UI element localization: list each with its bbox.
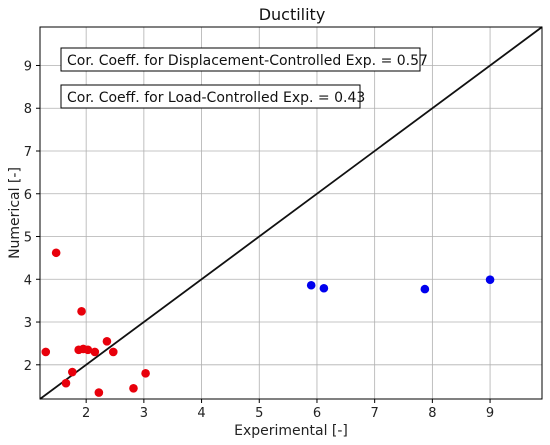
red-data-point [108,347,118,357]
red-data-point [90,347,100,357]
annotation-box [60,84,361,109]
red-data-point [83,345,93,355]
y-tick-label: 4 [24,273,32,288]
reference-line [39,26,543,400]
red-data-point [77,307,86,316]
y-tick-label: 5 [24,231,32,246]
red-data-point [129,384,138,393]
y-tick-label: 3 [24,316,32,331]
x-tick-label: 2 [82,406,90,421]
grid [40,27,542,399]
annotation-box [60,47,421,72]
x-tick-label: 3 [140,406,148,421]
blue-data-point [420,284,430,294]
y-tick-label: 8 [24,102,32,117]
x-tick-label: 4 [197,406,205,421]
annotation-text-displacement: Cor. Coeff. for Displacement-Controlled … [67,53,428,69]
y-axis-label: Numerical [-] [7,167,23,259]
plot-frame [39,26,543,400]
y-tick-label: 2 [24,359,32,374]
x-tick-label: 8 [428,406,436,421]
tick-labels: 2 3 4 5 6 7 8 9 2 3 4 5 6 7 8 9 [24,59,494,421]
annotation-text-load: Cor. Coeff. for Load-Controlled Exp. = 0… [67,90,365,106]
y-tick-label: 7 [24,145,32,160]
x-tick-label: 5 [255,406,263,421]
blue-data-point [485,275,495,285]
annotation-load: Cor. Coeff. for Load-Controlled Exp. = 0… [60,84,365,109]
blue-data-point [306,280,316,290]
red-data-point [68,367,77,377]
x-tick-label: 6 [313,406,321,421]
red-data-point [94,388,104,397]
annotation-displacement: Cor. Coeff. for Displacement-Controlled … [60,47,428,72]
red-data-point [102,336,112,346]
red-data-point [141,369,150,378]
red-data-point [51,248,61,258]
red-data-point [61,378,71,388]
chart-title: Ductility [259,5,326,24]
blue-data-point [319,283,329,293]
data-points [41,248,495,397]
red-data-point [41,347,51,357]
y-tick-label: 6 [24,188,32,203]
y-tick-label: 9 [24,59,32,74]
x-tick-label: 9 [486,406,494,421]
x-tick-label: 7 [371,406,379,421]
x-axis-label: Experimental [-] [234,423,348,439]
